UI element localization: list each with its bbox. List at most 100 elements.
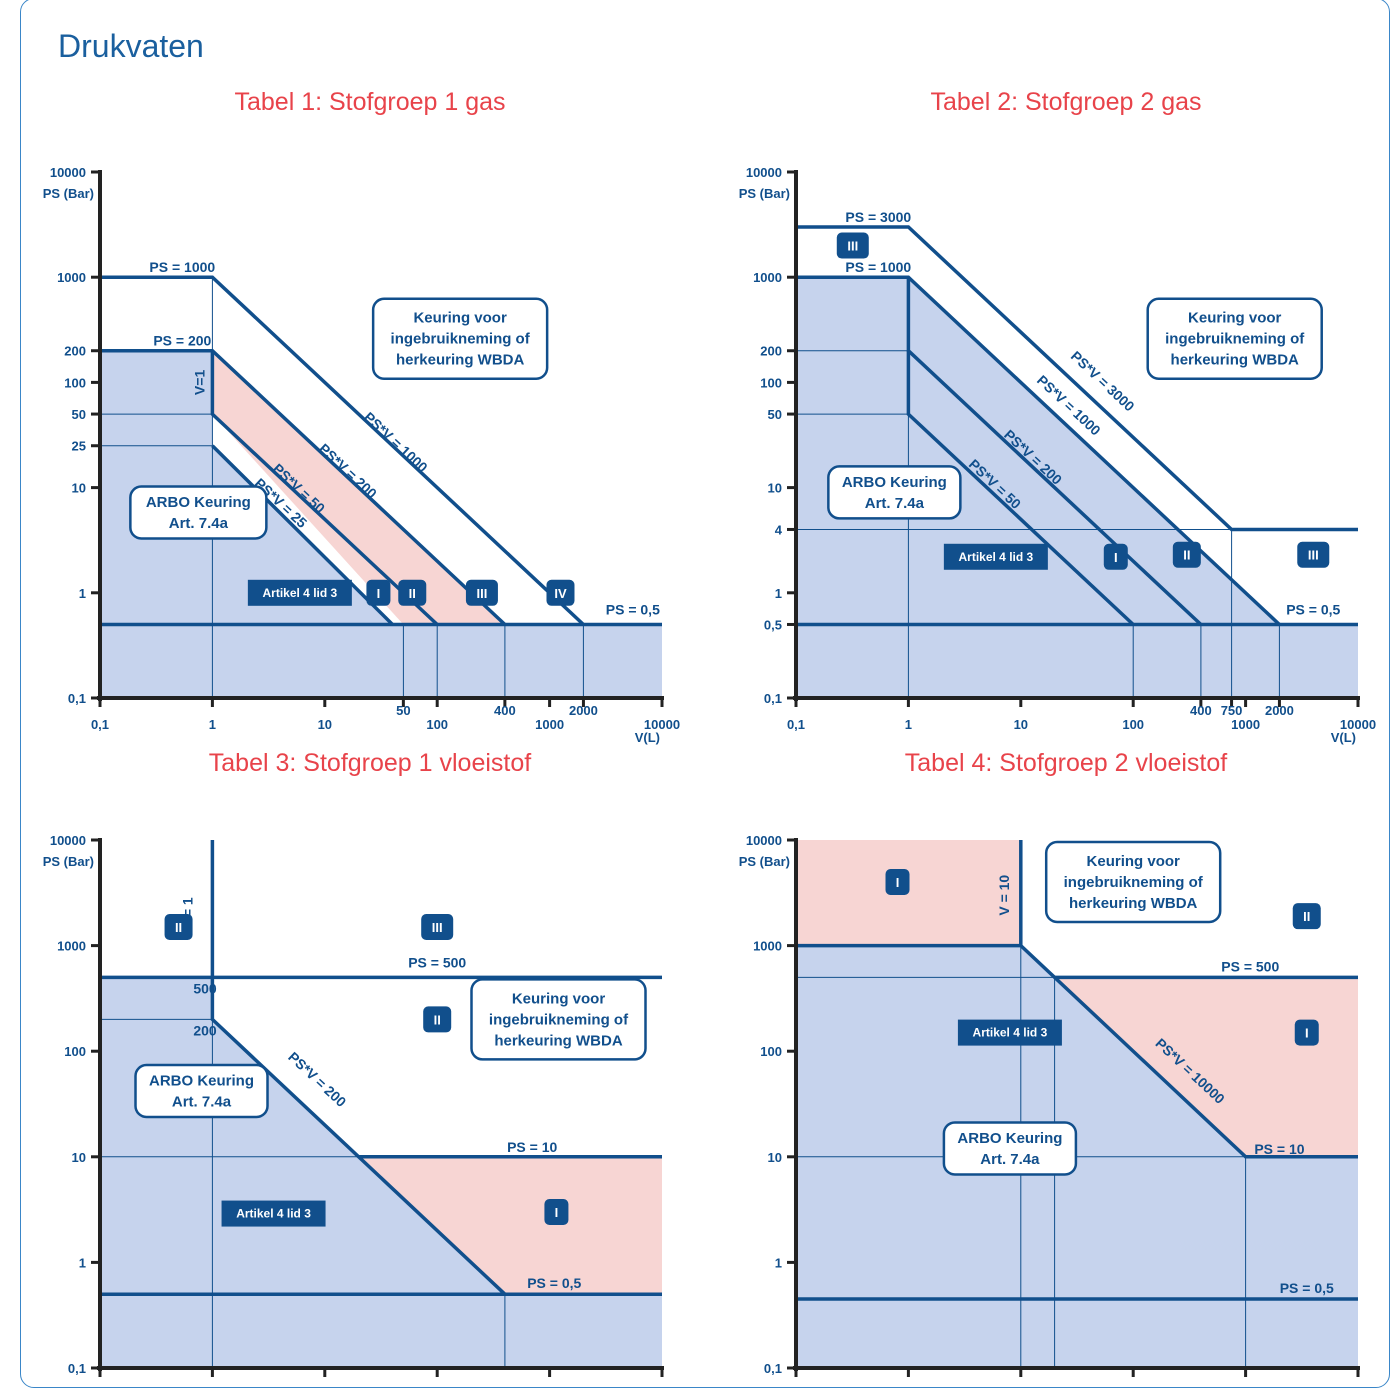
category-badge-label: II <box>434 1012 441 1027</box>
category-badge <box>1103 543 1128 570</box>
line-label: PS = 0,5 <box>1280 1280 1334 1296</box>
y-tick-label: 0,1 <box>764 1361 782 1376</box>
category-badge-label: II <box>175 920 182 935</box>
info-box <box>371 297 549 380</box>
x-tick-label: 2000 <box>569 703 598 718</box>
info-box <box>1044 840 1222 924</box>
article-label: Artikel 4 lid 3 <box>973 1026 1048 1040</box>
y-tick-label: 0,1 <box>764 691 782 706</box>
y-tick-label: 50 <box>72 407 86 422</box>
article-label: Artikel 4 lid 3 <box>236 1207 311 1221</box>
info-box-line: Keuring voor <box>1087 853 1181 870</box>
x-tick-label: 10 <box>1014 717 1028 732</box>
y-tick-label: 10 <box>72 481 86 496</box>
chart-title: Tabel 4: Stofgroep 2 vloeistof <box>904 749 1228 777</box>
y-tick-label: 50 <box>768 407 782 422</box>
y-tick-label: 0,5 <box>764 617 782 632</box>
info-box-line: Keuring voor <box>413 310 507 327</box>
category-badge <box>465 579 498 606</box>
line-label: PS = 500 <box>1221 958 1279 974</box>
info-box-line: Art. 7.4a <box>980 1151 1040 1168</box>
y-tick-label: 100 <box>64 1044 86 1059</box>
info-box-line: ingebruikneming of <box>1064 874 1204 891</box>
x-tick-label: 750 <box>1221 703 1243 718</box>
y-tick-label: 25 <box>72 439 86 454</box>
line-label: PS = 3000 <box>845 209 911 225</box>
chart-plot: 0,1 1 10 25 50 100 200 1000 10000 PS (Bar) 0,1 1 10 5… <box>43 165 680 745</box>
chart-title: Tabel 1: Stofgroep 1 gas <box>234 88 506 116</box>
info-box-line: Art. 7.4a <box>865 495 925 512</box>
line-label: PS = 0,5 <box>527 1275 581 1291</box>
y-tick-label: 10000 <box>746 165 782 180</box>
y-tick-label: 0,1 <box>68 1361 86 1376</box>
region-blue <box>796 277 1358 698</box>
info-box-line: ingebruikneming of <box>391 331 531 348</box>
x-tick-label: 50 <box>396 703 410 718</box>
article-label-box <box>247 579 352 606</box>
y-axis-label: PS (Bar) <box>43 186 94 201</box>
region-red <box>1054 977 1358 1157</box>
article-label: Artikel 4 lid 3 <box>263 586 338 600</box>
y-tick-label: 200 <box>760 344 782 359</box>
chart-tabel-2: Tabel 2: Stofgroep 2 gas 0,1 0,5 1 4 10 50 100… <box>736 86 1396 745</box>
info-box-line: herkeuring WBDA <box>1069 895 1198 912</box>
info-box-line: herkeuring WBDA <box>494 1032 623 1049</box>
chart-title: Tabel 3: Stofgroep 1 vloeistof <box>208 749 532 777</box>
region-red <box>358 1156 662 1295</box>
y-tick-label: 4 <box>775 522 783 537</box>
y-tick-label: 100 <box>760 1044 782 1059</box>
x-tick-label: 2000 <box>1265 703 1294 718</box>
x-tick-label: 1000 <box>1231 717 1260 732</box>
line-label: V = 10 <box>996 875 1012 916</box>
line-label: PS = 10 <box>1254 1141 1304 1157</box>
boundary-line <box>796 225 1358 532</box>
category-badge-label: III <box>1308 548 1319 563</box>
y-axis-label: PS (Bar) <box>739 186 790 201</box>
info-box-line: Keuring voor <box>1188 310 1282 327</box>
info-box-line: ARBO Keuring <box>842 474 947 491</box>
article-label-box <box>957 1019 1062 1046</box>
chart-tabel-1: Tabel 1: Stofgroep 1 gas 0,1 1 10 25 50 100 20… <box>40 86 700 745</box>
info-box-line: herkeuring WBDA <box>396 352 525 369</box>
x-tick-label: 100 <box>426 717 448 732</box>
x-tick-label: 0,1 <box>91 717 109 732</box>
y-tick-label: 10000 <box>50 165 86 180</box>
line-label: V=1 <box>191 370 207 396</box>
y-tick-label: 1 <box>79 1255 86 1270</box>
line-label: PS*V = 1000 <box>361 409 431 476</box>
category-badge-label: I <box>1114 550 1118 565</box>
category-badge <box>423 1006 452 1033</box>
info-box <box>827 465 962 520</box>
y-tick-label: 10 <box>768 1150 782 1165</box>
x-tick-label: 10000 <box>1340 717 1376 732</box>
line-label: PS = 1000 <box>845 259 911 275</box>
y-axis-label: PS (Bar) <box>43 854 94 869</box>
category-badge-label: IV <box>554 586 567 601</box>
category-badge-label: I <box>896 875 900 890</box>
y-axis-label: PS (Bar) <box>739 854 790 869</box>
info-box-line: Art. 7.4a <box>169 515 229 532</box>
y-tick-label: 100 <box>64 375 86 390</box>
x-tick-label: 1 <box>209 717 216 732</box>
boundary-line <box>796 943 1358 1159</box>
info-box <box>129 485 268 540</box>
category-badge-label: III <box>432 920 443 935</box>
category-badge <box>544 1199 569 1226</box>
x-tick-label: 0,1 <box>787 717 805 732</box>
line-label: 500 <box>193 980 217 996</box>
region-blue <box>100 350 662 698</box>
x-tick-label: 10 <box>318 717 332 732</box>
category-badge <box>1294 1019 1319 1046</box>
category-badge-label: II <box>1183 548 1190 563</box>
info-box <box>134 1063 269 1119</box>
line-label: PS = 1000 <box>149 259 215 275</box>
line-label: PS = 10 <box>507 1139 557 1155</box>
line-label: 200 <box>193 1022 217 1038</box>
category-badge-label: II <box>409 586 416 601</box>
y-tick-label: 1000 <box>753 270 782 285</box>
chart-tabel-3: Tabel 3: Stofgroep 1 vloeistof 0,1 1 10 100… <box>40 747 700 1388</box>
x-tick-label: 400 <box>494 703 516 718</box>
y-tick-label: 200 <box>64 344 86 359</box>
